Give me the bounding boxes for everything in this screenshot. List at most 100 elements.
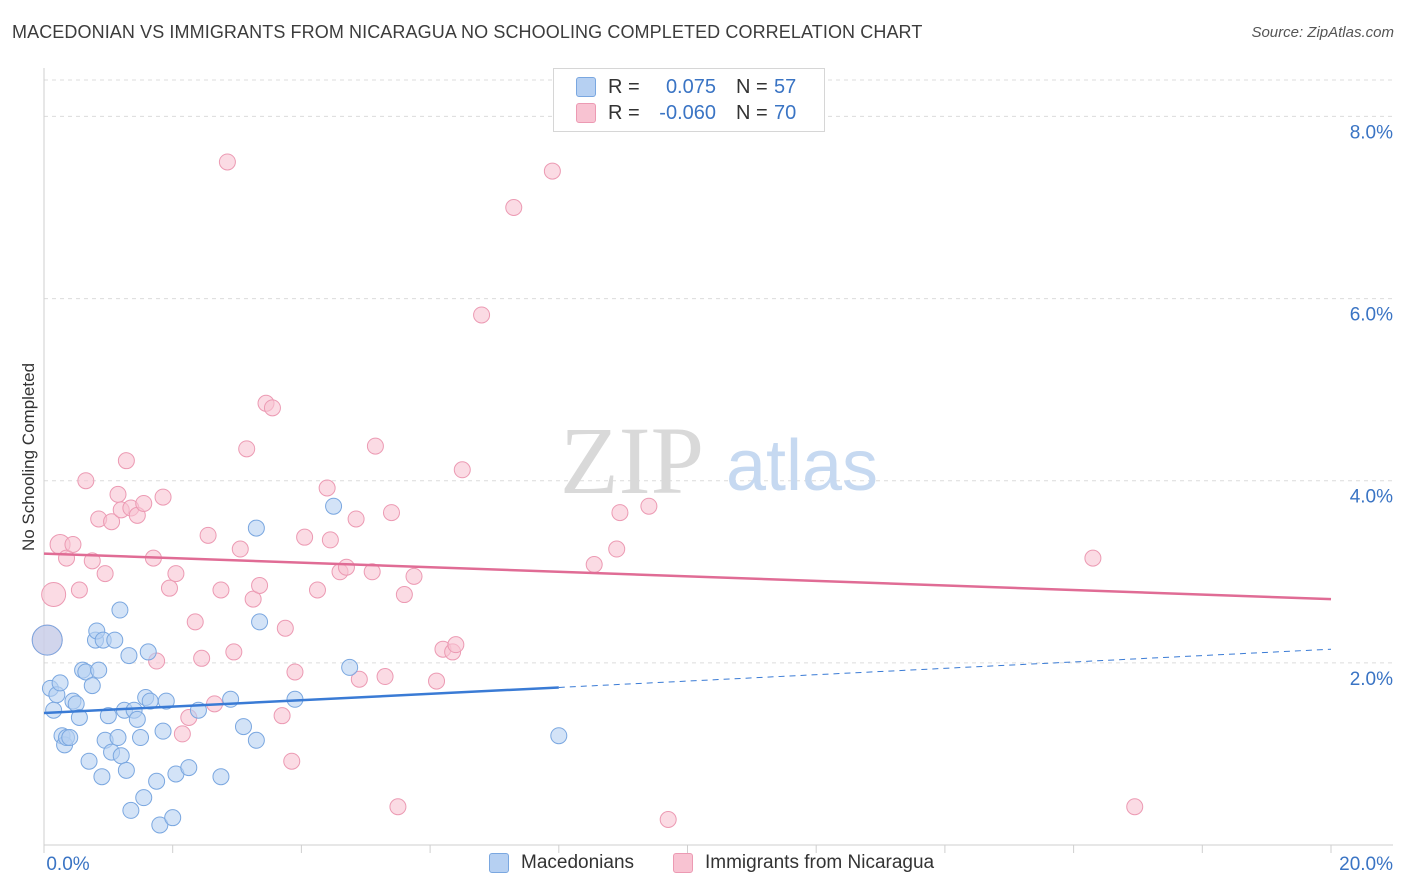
pink-point bbox=[382, 504, 400, 522]
pink-point bbox=[640, 497, 658, 515]
blue-point bbox=[112, 747, 130, 765]
pink-point bbox=[543, 162, 561, 180]
pink-point bbox=[405, 567, 423, 585]
blue-point bbox=[80, 752, 98, 770]
series-legend: Macedonians Immigrants from Nicaragua bbox=[0, 852, 1406, 878]
legend-r-label: R = bbox=[608, 101, 640, 124]
blue-point bbox=[325, 497, 343, 515]
pink-point bbox=[186, 613, 204, 631]
blue-point bbox=[83, 677, 101, 695]
pink-point bbox=[251, 576, 269, 594]
blue-point bbox=[180, 759, 198, 777]
blue-point bbox=[247, 731, 265, 749]
pink-point bbox=[350, 670, 368, 688]
blue-point bbox=[111, 601, 129, 619]
pink-point bbox=[321, 531, 339, 549]
pink-point bbox=[366, 437, 384, 455]
x-tick-label: 0.0% bbox=[46, 854, 89, 875]
pink-point bbox=[337, 558, 355, 576]
blue-point bbox=[61, 729, 79, 747]
blue-point bbox=[90, 661, 108, 679]
pink-point bbox=[193, 649, 211, 667]
pink-point bbox=[608, 540, 626, 558]
y-tick-label: 8.0% bbox=[1350, 122, 1393, 143]
trend-lines bbox=[43, 552, 1332, 715]
correlation-legend: R = 0.075 N = 57 R = -0.060 N = 70 bbox=[553, 68, 825, 132]
blue-point bbox=[148, 772, 166, 790]
chart-title: MACEDONIAN VS IMMIGRANTS FROM NICARAGUA … bbox=[12, 22, 923, 42]
series-label-nicaragua: Immigrants from Nicaragua bbox=[705, 852, 935, 873]
blue-point bbox=[122, 801, 140, 819]
blue-trend-line bbox=[43, 686, 559, 715]
pink-point bbox=[585, 556, 603, 573]
pink-point bbox=[318, 479, 336, 497]
series-swatch-blue bbox=[489, 853, 509, 873]
pink-point bbox=[273, 707, 291, 725]
blue-point bbox=[51, 674, 69, 692]
pink-point bbox=[1126, 798, 1144, 816]
pink-point bbox=[154, 488, 172, 506]
blue-point bbox=[99, 707, 117, 725]
pink-point bbox=[96, 565, 114, 583]
pink-point bbox=[453, 461, 471, 479]
blue-point bbox=[212, 768, 230, 786]
legend-r-value: -0.060 bbox=[659, 101, 716, 124]
blue-point bbox=[247, 519, 265, 537]
y-tick-label: 6.0% bbox=[1350, 305, 1393, 326]
blue-point bbox=[151, 816, 169, 834]
blue-point bbox=[70, 709, 88, 726]
legend-swatch-blue bbox=[576, 77, 596, 97]
legend-row-nicaragua: R = -0.060 N = 70 bbox=[576, 101, 796, 125]
legend-r-value: 0.075 bbox=[665, 75, 716, 98]
pink-point bbox=[1084, 549, 1102, 567]
pink-point bbox=[77, 472, 95, 490]
pink-point bbox=[231, 540, 249, 558]
pink-point bbox=[376, 668, 394, 686]
series-label-macedonians: Macedonians bbox=[521, 852, 635, 873]
blue-point bbox=[234, 718, 252, 736]
blue-point bbox=[132, 729, 150, 747]
blue-point bbox=[45, 701, 63, 719]
y-axis-title: No Schooling Completed bbox=[19, 363, 38, 551]
legend-swatch-pink bbox=[576, 103, 596, 123]
y-tick-label: 4.0% bbox=[1350, 487, 1393, 508]
blue-point bbox=[139, 643, 157, 661]
pink-point bbox=[659, 811, 677, 828]
pink-point bbox=[225, 643, 243, 661]
blue-point bbox=[341, 658, 359, 676]
legend-n-value: 57 bbox=[774, 75, 797, 98]
pink-point bbox=[218, 153, 236, 171]
pink-trend-line bbox=[43, 552, 1332, 601]
pink-point bbox=[117, 452, 135, 470]
legend-r-label: R = bbox=[608, 75, 640, 98]
pink-point bbox=[296, 528, 314, 546]
pink-point bbox=[41, 582, 67, 608]
watermark-zip: ZIP bbox=[560, 407, 704, 514]
blue-point bbox=[31, 624, 63, 656]
blue-point bbox=[154, 722, 172, 740]
pink-point bbox=[286, 663, 304, 681]
blue-point bbox=[120, 647, 138, 665]
blue-point bbox=[251, 613, 269, 631]
pink-point bbox=[263, 399, 281, 417]
watermark-atlas: atlas bbox=[726, 426, 878, 506]
blue-point bbox=[109, 729, 127, 747]
pink-point bbox=[135, 494, 153, 512]
pink-point bbox=[160, 579, 178, 597]
pink-point bbox=[363, 563, 381, 581]
source-label: Source: ZipAtlas.com bbox=[1251, 24, 1394, 41]
pink-point bbox=[395, 586, 413, 604]
blue-point bbox=[106, 631, 124, 649]
pink-point bbox=[611, 504, 629, 522]
x-tick-label: 20.0% bbox=[1339, 854, 1393, 875]
blue-point bbox=[164, 809, 182, 827]
watermark: ZIP atlas bbox=[560, 407, 878, 514]
pink-series-points bbox=[31, 153, 1144, 828]
pink-point bbox=[167, 565, 185, 583]
pink-point bbox=[238, 440, 256, 458]
legend-n-label: N = bbox=[736, 101, 768, 124]
pink-point bbox=[505, 199, 523, 216]
pink-point bbox=[283, 752, 301, 770]
blue-point bbox=[128, 710, 146, 728]
